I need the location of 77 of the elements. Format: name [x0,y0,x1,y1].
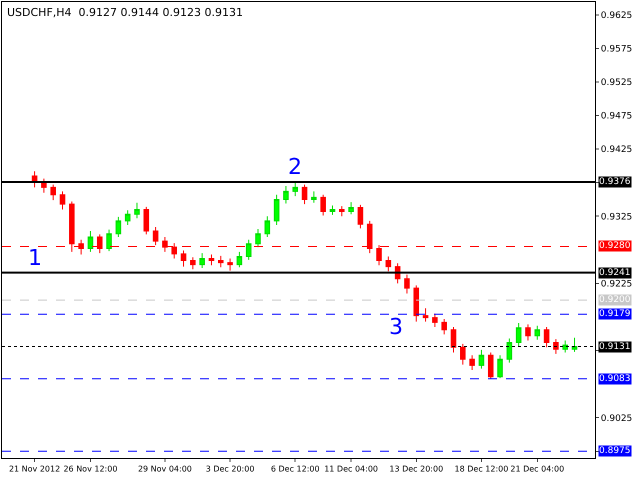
ref-line-label: 0.9131 [599,342,630,352]
x-tick-label: 11 Dec 04:00 [324,464,378,474]
candlestick [339,206,345,217]
y-tick-label: 0.9475 [600,112,632,122]
candlestick [190,256,196,270]
chart-title: USDCHF,H4 0.9127 0.9144 0.9123 0.9131 [7,6,243,19]
candlestick [469,354,475,371]
candlestick [88,230,94,252]
candlestick [534,325,540,340]
candlestick [404,274,410,294]
x-tick-label: 18 Dec 12:00 [454,464,508,474]
candlestick [311,190,317,204]
candlestick [199,252,205,268]
candlestick [553,338,559,354]
candlestick [450,326,456,354]
candlestick [441,318,447,335]
y-tick-label: 0.9225 [600,280,632,290]
annotation: 1 [28,246,42,271]
ref-line-label: 0.8975 [599,446,630,456]
candlestick [274,194,280,226]
candlestick [544,326,550,348]
candlestick [144,206,150,235]
x-tick-label: 13 Dec 20:00 [389,464,444,474]
candlestick [264,216,270,238]
candlestick [246,239,252,260]
candlestick [180,250,186,268]
candlestick [516,322,522,348]
candlestick [116,216,122,238]
candlestick [506,338,512,364]
candlestick [358,204,364,229]
candlestick [302,184,308,205]
candlestick [255,228,261,248]
candlestick [348,202,354,215]
x-tick-label: 21 Nov 2012 [8,464,60,474]
candlestick [292,181,298,197]
candlestick [320,194,326,216]
y-tick-label: 0.9525 [600,78,632,88]
candlestick [236,251,242,268]
annotation: 3 [389,315,403,340]
candlestick [134,202,140,219]
candlestick [152,226,158,246]
candlestick [488,352,494,380]
candlestick [432,313,438,328]
candlestick [106,229,112,252]
y-tick-label: 0.9575 [600,44,632,54]
candlestick [413,284,420,322]
candlestick [562,340,568,354]
candlestick [572,337,578,352]
candlestick [460,343,466,366]
x-tick-label: 21 Dec 04:00 [510,464,564,474]
annotation: 2 [288,155,302,180]
ref-line-label: 0.9280 [599,241,631,251]
candlestick [208,254,214,266]
candlestick [60,190,66,210]
candlestick [422,308,428,322]
x-tick-label: 26 Nov 12:00 [63,464,118,474]
ref-line-label: 0.9179 [599,309,631,319]
candlestick [525,324,531,341]
candlestick [478,349,484,370]
candlestick [50,184,56,201]
x-tick-label: 3 Dec 20:00 [206,464,254,474]
candlestick [283,186,289,204]
candlestick [124,210,130,226]
candlestick [330,204,336,216]
candlestick [218,255,224,268]
ref-line-label: 0.9241 [599,268,630,278]
ref-line-label: 0.9083 [599,374,630,384]
candlestick [227,258,233,272]
y-tick-label: 0.9425 [600,145,632,156]
x-tick-label: 29 Nov 04:00 [138,464,192,474]
ref-line-label: 0.9376 [599,177,631,187]
candlestick [386,256,392,272]
x-tick-label: 6 Dec 12:00 [270,464,320,474]
y-tick-label: 0.9625 [600,10,632,21]
y-tick-label: 0.9325 [600,212,632,222]
y-tick-label: 0.9025 [600,414,632,424]
candlestick [497,354,503,379]
